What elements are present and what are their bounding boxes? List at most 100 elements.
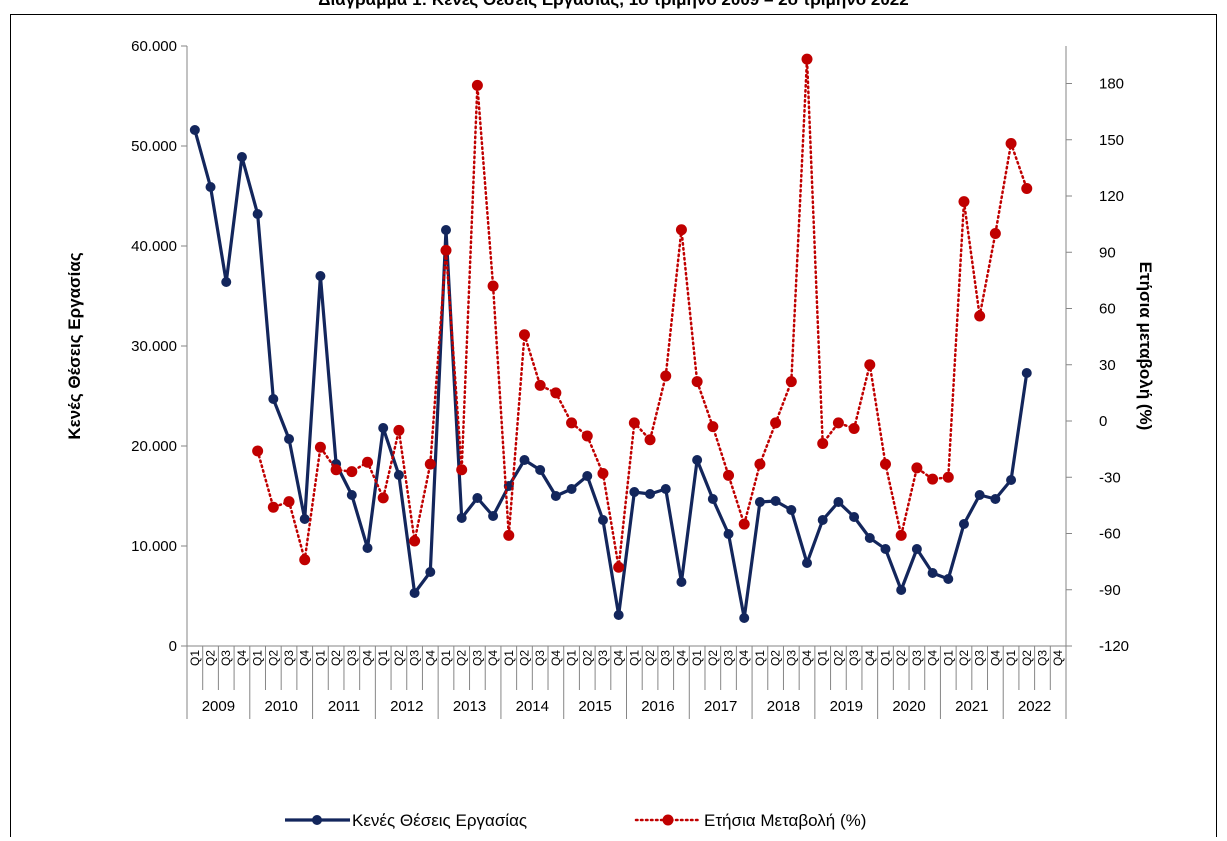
annual-change-point: [267, 501, 279, 513]
x-quarter-label: Q2: [706, 650, 720, 666]
x-quarter-label: Q2: [455, 650, 469, 666]
x-quarter-label: Q3: [1035, 650, 1049, 666]
x-quarter-label: Q3: [408, 650, 422, 666]
annual-change-point: [456, 464, 468, 476]
annual-change-point: [660, 370, 672, 382]
x-quarter-label: Q4: [423, 650, 437, 666]
vacancies-point: [786, 505, 797, 515]
annual-change-point: [471, 79, 483, 91]
vacancies-point: [456, 513, 467, 523]
x-quarter-label: Q2: [957, 650, 971, 666]
vacancies-point: [676, 577, 687, 587]
y-right-tick-label: -30: [1099, 469, 1121, 486]
x-quarter-label: Q4: [235, 650, 249, 666]
annual-change-point: [958, 196, 970, 208]
vacancies-point: [550, 491, 561, 501]
x-year-label: 2015: [578, 698, 611, 715]
x-quarter-label: Q4: [361, 650, 375, 666]
legend-label-vacancies: Κενές Θέσεις Εργασίας: [352, 811, 527, 830]
x-quarter-label: Q1: [627, 650, 641, 666]
annual-change-point: [487, 280, 499, 292]
x-quarter-label: Q3: [282, 650, 296, 666]
vacancies-point: [205, 182, 216, 192]
x-quarter-label: Q2: [204, 650, 218, 666]
vacancies-point: [519, 455, 530, 465]
vacancies-point: [315, 271, 326, 281]
x-quarter-label: Q1: [376, 650, 390, 666]
y-left-tick-label: 40.000: [131, 238, 177, 255]
y-right-tick-label: -60: [1099, 526, 1121, 543]
x-year-label: 2019: [830, 698, 863, 715]
annual-change-point: [1021, 183, 1033, 194]
annual-change-point: [911, 462, 923, 474]
annual-change-point: [848, 423, 860, 434]
vacancies-point: [958, 519, 969, 529]
annual-change-point: [989, 228, 1001, 239]
annual-change-point: [754, 458, 766, 470]
y-right-tick-label: 120: [1099, 188, 1124, 205]
x-quarter-label: Q2: [1020, 650, 1034, 666]
y-right-tick-label: 60: [1099, 301, 1116, 318]
x-year-label: 2018: [767, 698, 800, 715]
annual-change-point: [832, 417, 844, 429]
x-quarter-label: Q4: [612, 650, 626, 666]
x-quarter-label: Q4: [549, 650, 563, 666]
annual-change-point: [550, 387, 562, 399]
vacancies-point: [566, 484, 577, 494]
y-right-tick-label: -120: [1099, 638, 1129, 655]
annual-change-point: [566, 417, 578, 429]
x-quarter-label: Q3: [847, 650, 861, 666]
vacancies-point: [362, 543, 373, 553]
annual-change-point: [299, 554, 311, 566]
annual-change-point: [895, 529, 907, 541]
vacancies-point: [896, 585, 907, 595]
annual-change-point: [974, 310, 986, 322]
x-quarter-label: Q3: [470, 650, 484, 666]
vacancies-point: [535, 465, 546, 475]
x-year-label: 2010: [264, 698, 297, 715]
annual-change-point: [314, 441, 326, 453]
vacancies-point: [613, 610, 624, 620]
vacancies-point: [189, 125, 200, 135]
vacancies-point: [472, 493, 483, 503]
vacancies-point: [409, 588, 420, 598]
vacancies-point: [833, 497, 844, 507]
annual-change-point: [377, 492, 389, 504]
annual-change-point: [723, 469, 735, 481]
x-year-label: 2016: [641, 698, 674, 715]
x-quarter-label: Q4: [1051, 650, 1065, 666]
vacancies-point: [597, 515, 608, 525]
annual-change-point: [252, 445, 264, 457]
legend-marker-vacancies: [312, 815, 322, 825]
annual-change-point: [864, 359, 876, 371]
annual-change-point: [409, 535, 421, 547]
x-quarter-label: Q4: [988, 650, 1002, 666]
vacancies-point: [284, 434, 295, 444]
y-left-tick-label: 60.000: [131, 38, 177, 55]
annual-change-point: [503, 529, 515, 541]
x-quarter-label: Q1: [690, 650, 704, 666]
vacancies-point: [440, 225, 451, 235]
y-right-axis-title: Ετήσια μεταβολή (%): [1136, 262, 1155, 431]
y-left-tick-label: 20.000: [131, 438, 177, 455]
x-quarter-label: Q3: [219, 650, 233, 666]
vacancies-point: [252, 209, 263, 219]
x-quarter-label: Q4: [926, 650, 940, 666]
vacancies-point: [1006, 475, 1017, 485]
vacancies-point: [268, 394, 279, 404]
x-quarter-label: Q1: [941, 650, 955, 666]
annual-change-point: [362, 456, 374, 468]
title-strip: Διάγραμμα 1: Κενές Θέσεις Εργασίας, 1ο τ…: [0, 0, 1227, 14]
x-quarter-label: Q1: [565, 650, 579, 666]
x-quarter-label: Q4: [298, 650, 312, 666]
vacancies-point: [739, 613, 750, 623]
y-right-tick-label: 90: [1099, 244, 1116, 261]
annual-change-point: [581, 430, 593, 442]
chart-title: Διάγραμμα 1: Κενές Θέσεις Εργασίας, 1ο τ…: [0, 0, 1227, 10]
x-quarter-label: Q3: [596, 650, 610, 666]
x-quarter-label: Q1: [816, 650, 830, 666]
x-quarter-label: Q4: [486, 650, 500, 666]
y-right-tick-label: 180: [1099, 76, 1124, 93]
annual-change-point: [346, 466, 358, 478]
